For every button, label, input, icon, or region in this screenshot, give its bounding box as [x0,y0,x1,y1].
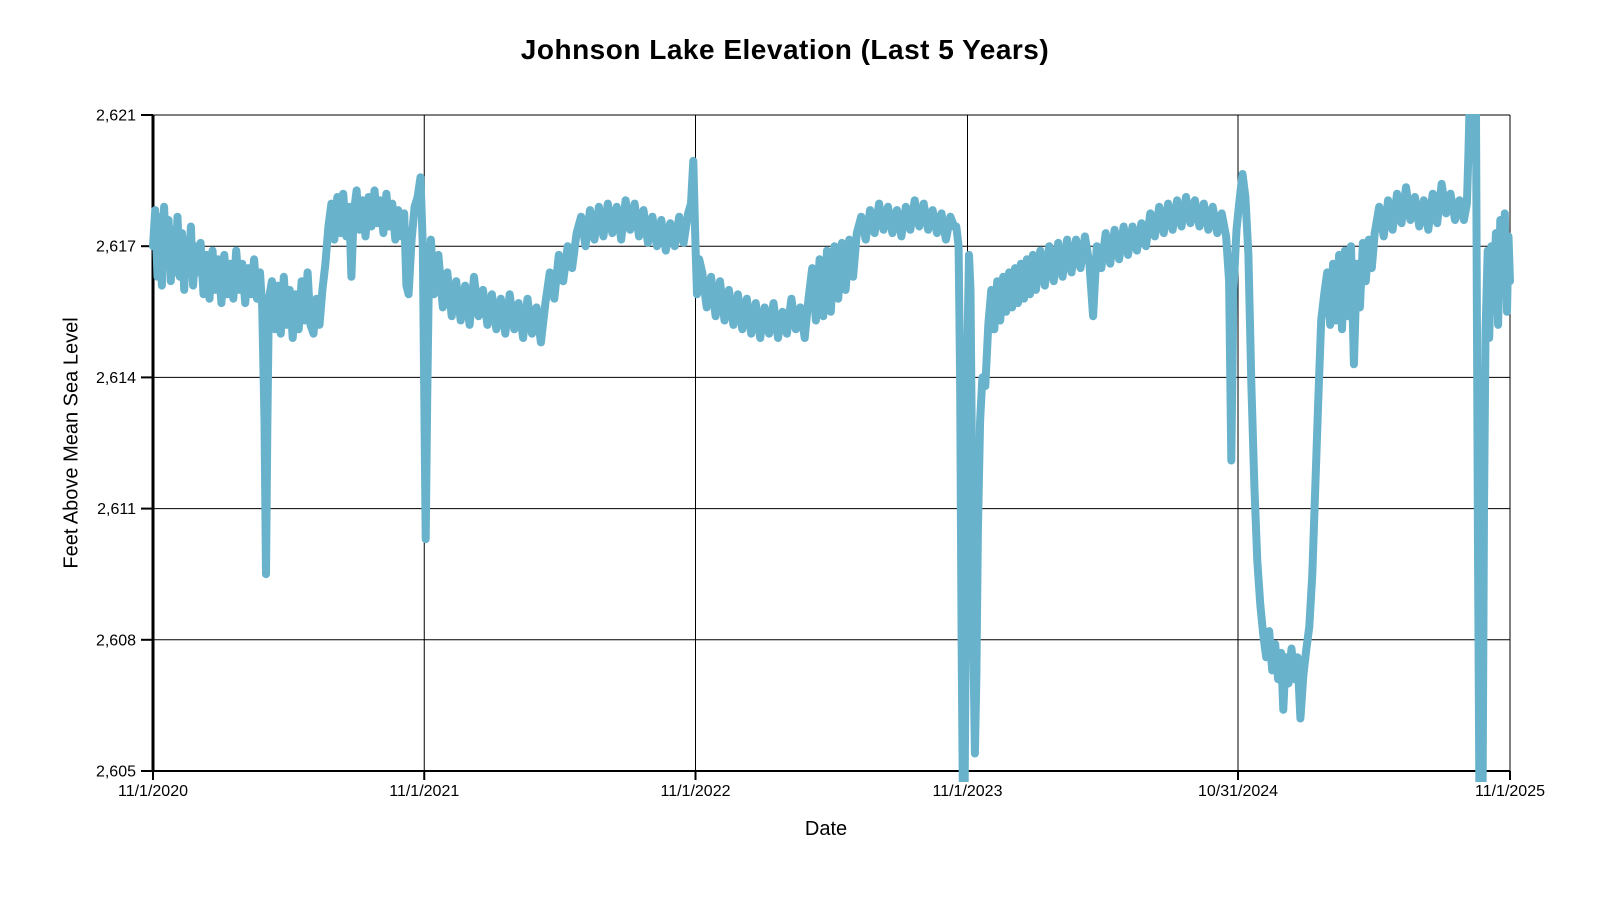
elevation-series-line [149,114,1514,782]
x-tick-label: 11/1/2022 [661,783,731,800]
y-tick-label: 2,617 [96,239,136,256]
x-tick-label: 11/1/2025 [1475,783,1545,800]
y-tick-label: 2,614 [96,370,136,387]
y-tick-label: 2,608 [96,632,136,649]
x-axis-title: Date [804,818,848,840]
chart-title: Johnson Lake Elevation (Last 5 Years) [520,34,1050,65]
x-tick-label: 11/1/2021 [389,783,459,800]
x-tick-label: 11/1/2023 [932,783,1002,800]
x-tick-label: 10/31/2024 [1198,783,1278,800]
y-tick-label: 2,605 [96,764,136,781]
x-tick-label: 11/1/2020 [118,783,188,800]
y-tick-label: 2,621 [96,108,136,125]
y-tick-label: 2,611 [97,501,136,518]
